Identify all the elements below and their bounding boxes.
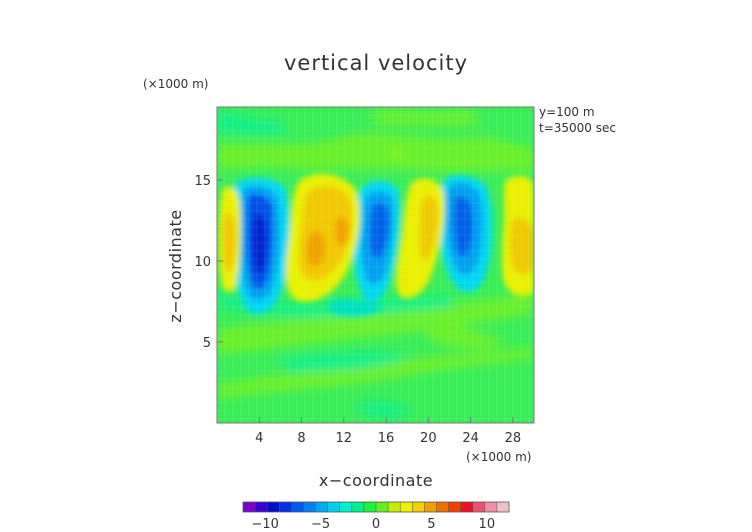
colorbar	[242, 501, 510, 513]
colorbar-tick-label: −10	[251, 517, 278, 532]
colorbar-swatch	[279, 502, 292, 512]
colorbar-ticks: −10 −5 0 5 10	[251, 517, 495, 532]
cell-negative-low	[330, 299, 385, 317]
colorbar-tick-label: 5	[427, 517, 435, 532]
colorbar-swatch	[400, 502, 413, 512]
grid-lines	[217, 107, 534, 423]
colorbar-swatch	[412, 502, 425, 512]
contour-green-light-upper	[217, 133, 534, 172]
colorbar-swatch	[484, 502, 498, 512]
contour-green-cyan-upper	[217, 112, 285, 135]
cell-positive-2-core	[306, 231, 326, 267]
x-ticks: 4 8 12 16 20 24 28	[227, 417, 524, 446]
cell-positive-1-core	[222, 213, 236, 273]
colorbar-tick-label: −5	[311, 517, 330, 532]
colorbar-swatch	[496, 502, 510, 512]
z-unit-label: (×1000 m)	[143, 77, 208, 91]
contour-cells	[218, 148, 534, 317]
colorbar-swatch	[243, 502, 256, 512]
x-unit-label: (×1000 m)	[466, 450, 531, 464]
colorbar-swatch	[291, 502, 304, 512]
z-tick-label: 5	[203, 336, 211, 351]
cell-weak-positive-upper	[390, 148, 405, 160]
x-axis-label: x−coordinate	[319, 471, 433, 490]
cell-positive-2-peak	[335, 216, 350, 246]
colorbar-swatch	[460, 502, 474, 512]
contour-green-cyan-bottom	[360, 402, 410, 418]
x-tick-label: 24	[462, 431, 479, 446]
z-axis-label: z−coordinate	[166, 209, 185, 322]
colorbar-swatch	[351, 502, 365, 512]
colorbar-swatch	[339, 502, 353, 512]
x-tick-label: 16	[378, 431, 395, 446]
colorbar-tick-label: 10	[479, 517, 496, 532]
colorbar-swatch	[267, 502, 280, 512]
chart-title: vertical velocity	[284, 51, 468, 75]
colorbar-swatch	[424, 502, 437, 512]
colorbar-swatch	[376, 502, 389, 512]
cell-negative-1-peak	[252, 214, 268, 274]
x-tick-label: 28	[505, 431, 522, 446]
cell-negative-2-core	[369, 202, 390, 259]
z-ticks: 5 10 15	[194, 114, 223, 408]
z-tick-label: 15	[194, 174, 211, 189]
x-tick-label: 4	[255, 431, 263, 446]
colorbar-swatch	[472, 502, 486, 512]
x-tick-label: 20	[420, 431, 437, 446]
cell-positive-4-core	[509, 217, 534, 274]
contour-green-cyan-lower	[280, 352, 410, 372]
colorbar-tick-label: 0	[372, 517, 380, 532]
z-tick-label: 10	[194, 255, 211, 270]
colorbar-swatch	[255, 502, 268, 512]
annotation-t: t=35000 sec	[539, 121, 616, 135]
contour-green-light-band-1	[217, 292, 534, 354]
contour-green-light-band-3	[217, 348, 534, 398]
x-tick-label: 8	[297, 431, 305, 446]
annotation-y: y=100 m	[539, 105, 595, 119]
colorbar-swatch	[303, 502, 317, 512]
contour-green-light-band-2	[420, 320, 505, 349]
colorbar-swatch	[327, 502, 341, 512]
colorbar-swatch	[448, 502, 462, 512]
colorbar-swatch	[315, 502, 329, 512]
colorbar-swatch	[436, 502, 450, 512]
contour-green-light-top	[370, 110, 480, 126]
colorbar-swatch	[388, 502, 401, 512]
plot-area	[217, 107, 534, 423]
cell-negative-3-core	[453, 196, 473, 257]
cell-positive-3-core	[420, 194, 438, 261]
colorbar-swatch	[363, 502, 377, 512]
x-tick-label: 12	[336, 431, 353, 446]
